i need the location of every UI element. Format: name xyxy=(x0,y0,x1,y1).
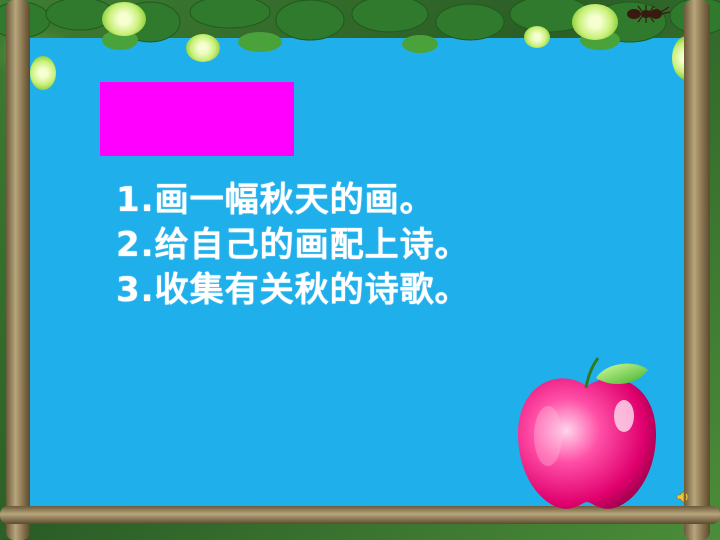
vine-frame-right xyxy=(684,0,710,540)
task-item-1: 1.画一幅秋天的画。 xyxy=(116,180,435,220)
task-list: 1.画一幅秋天的画。 2.给自己的画配上诗。 3.收集有关秋的诗歌。 xyxy=(116,178,470,313)
flower-icon xyxy=(102,2,146,36)
flower-icon xyxy=(30,56,56,90)
vine-frame-left xyxy=(6,0,30,540)
flower-icon xyxy=(524,26,550,48)
task-item-3: 3.收集有关秋的诗歌。 xyxy=(116,270,470,310)
task-item-2: 2.给自己的画配上诗。 xyxy=(116,225,470,265)
flower-icon xyxy=(186,34,220,62)
ant-icon xyxy=(627,5,671,23)
vine-frame-bottom xyxy=(0,506,720,524)
speaker-icon[interactable] xyxy=(676,490,690,504)
apple-icon xyxy=(517,357,657,509)
title-badge xyxy=(100,82,294,156)
flower-icon xyxy=(572,4,618,40)
